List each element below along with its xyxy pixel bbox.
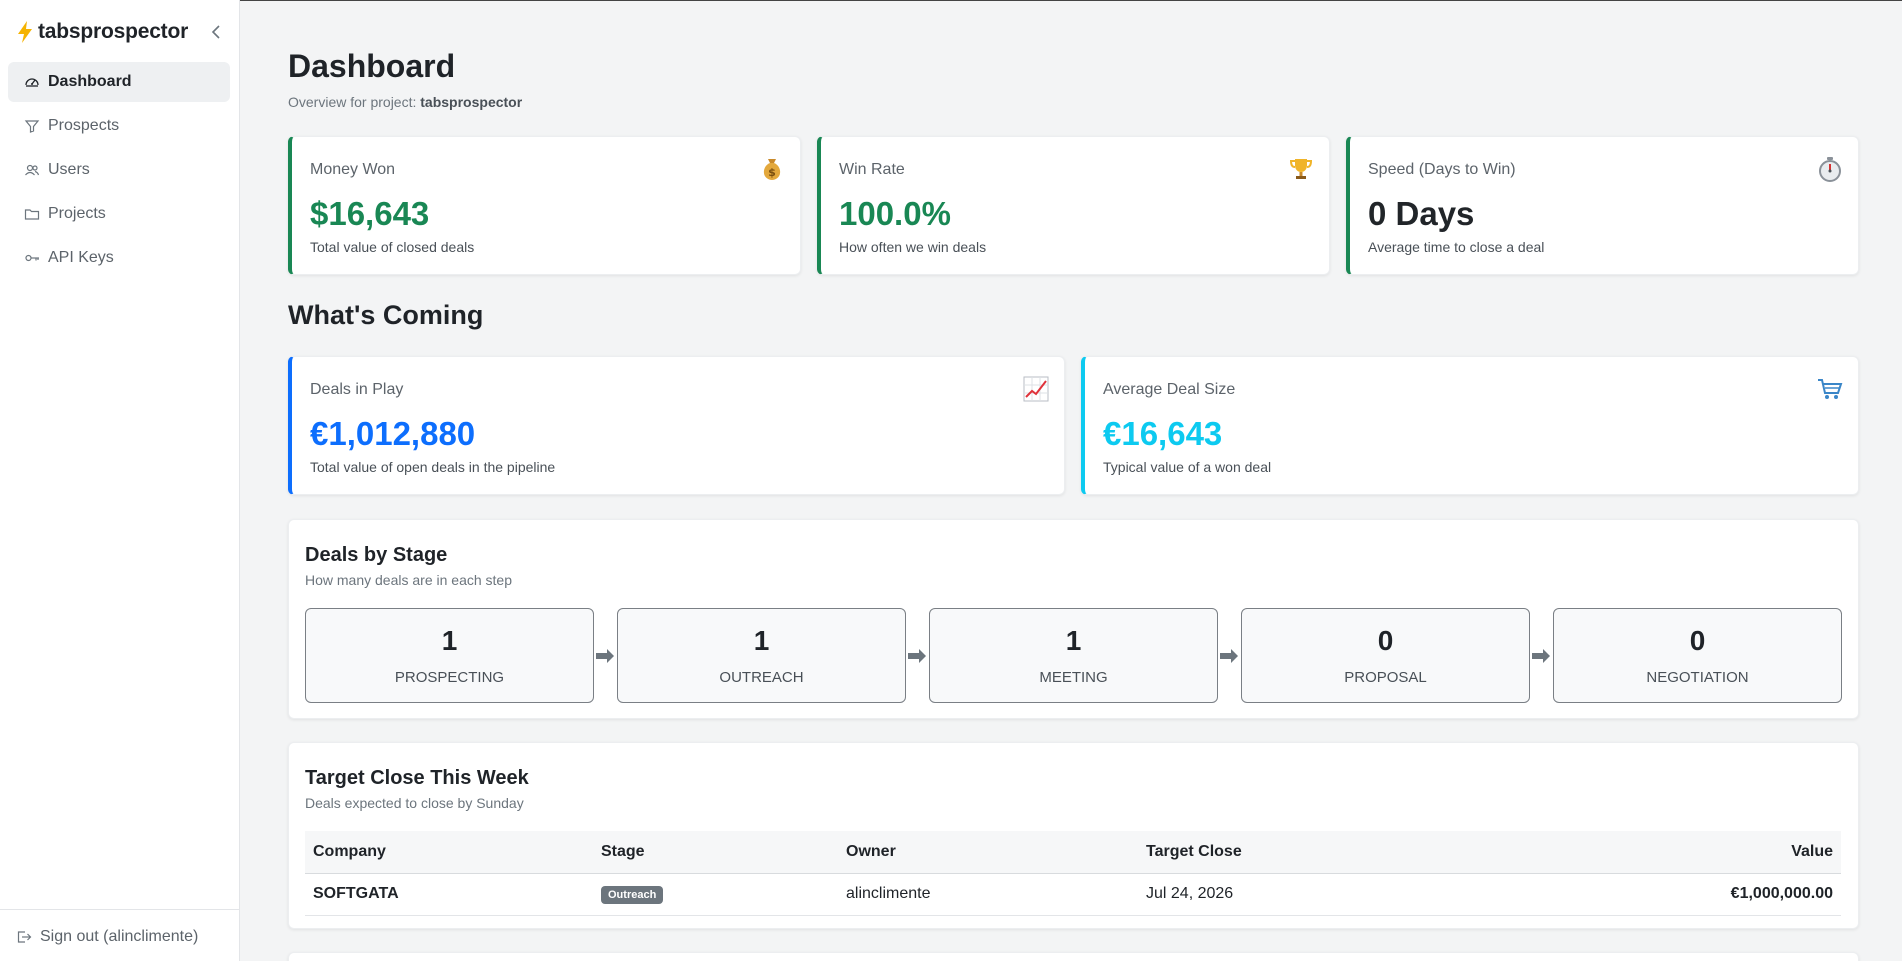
stage-name: NEGOTIATION (1646, 669, 1749, 686)
cell-value: €1,000,000.00 (1438, 873, 1841, 916)
deals-by-stage-panel: Deals by Stage How many deals are in eac… (288, 519, 1859, 719)
stage-name: MEETING (1039, 669, 1108, 686)
stat-label: Money Won (310, 161, 396, 178)
project-name: tabsprospector (420, 94, 523, 110)
stat-description: Total value of open deals in the pipelin… (310, 459, 556, 475)
sidebar-item-label: Users (48, 161, 90, 178)
arrow-right-icon (596, 649, 614, 663)
cell-owner: alinclimente (838, 873, 1138, 916)
stat-description: Average time to close a deal (1368, 239, 1545, 255)
stat-label: Speed (Days to Win) (1368, 161, 1516, 178)
cell-target-close: Jul 24, 2026 (1138, 873, 1438, 916)
chevron-left-icon (211, 25, 220, 39)
gauge-icon (25, 78, 39, 87)
stat-description: Total value of closed deals (310, 239, 475, 255)
stat-value: €16,643 (1103, 415, 1223, 452)
stage-proposal[interactable]: 0 PROPOSAL (1241, 608, 1530, 703)
stopwatch-icon (1819, 157, 1841, 182)
stage-count: 1 (753, 625, 770, 656)
target-close-panel: Target Close This Week Deals expected to… (288, 742, 1859, 929)
panel-title: Target Close This Week (305, 767, 529, 789)
stage-badge: Outreach (601, 885, 664, 904)
users-icon (25, 164, 40, 176)
sidebar-item-label: Dashboard (48, 73, 132, 90)
sign-out-label: Sign out (alinclimente) (40, 928, 199, 945)
arrow-right-icon (1220, 649, 1238, 663)
panel-subtitle: Deals expected to close by Sunday (305, 795, 524, 811)
stage-count: 0 (1689, 625, 1706, 656)
sidebar-item-label: Projects (48, 205, 106, 222)
svg-text:$: $ (768, 166, 776, 179)
chart-up-icon (1023, 376, 1049, 402)
sidebar-item-api-keys[interactable]: API Keys (8, 238, 230, 278)
sidebar-item-label: API Keys (48, 249, 114, 266)
brand-name: tabsprospector (38, 20, 189, 43)
stage-count: 1 (441, 625, 458, 656)
money-won-card: Money Won $16,643 Total value of closed … (288, 136, 801, 275)
stat-label: Average Deal Size (1103, 381, 1236, 398)
sidebar-item-users[interactable]: Users (8, 150, 230, 190)
stat-value: 0 Days (1368, 195, 1475, 232)
stage-name: PROPOSAL (1344, 669, 1427, 686)
arrow-right-icon (908, 649, 926, 663)
whats-coming-title: What's Coming (288, 300, 484, 330)
money-bag-icon: $ (763, 159, 781, 180)
sidebar-nav: Dashboard Prospects Users Projects (8, 62, 230, 282)
sidebar-item-label: Prospects (48, 117, 120, 134)
stage-name: PROSPECTING (394, 669, 505, 686)
sign-out-icon (17, 931, 32, 943)
stage-name: OUTREACH (719, 669, 804, 686)
sidebar-item-dashboard[interactable]: Dashboard (8, 62, 230, 102)
sidebar-item-prospects[interactable]: Prospects (8, 106, 230, 146)
panel-subtitle: How many deals are in each step (305, 572, 512, 588)
stat-value: €1,012,880 (310, 415, 476, 452)
sidebar-item-projects[interactable]: Projects (8, 194, 230, 234)
page-title: Dashboard (288, 48, 456, 84)
sidebar-footer: Sign out (alinclimente) (0, 909, 240, 961)
average-deal-size-card: Average Deal Size €16,643 Typical value … (1081, 356, 1859, 495)
filter-icon (24, 120, 40, 133)
win-rate-card: Win Rate 100.0% How often we win deals (817, 136, 1330, 275)
stage-meeting[interactable]: 1 MEETING (929, 608, 1218, 703)
arrow-right-icon (1532, 649, 1550, 663)
sidebar: tabsprospector Dashboard Prospects (0, 0, 240, 961)
sign-out-button[interactable]: Sign out (alinclimente) (16, 928, 198, 946)
stat-label: Deals in Play (310, 381, 404, 398)
stat-value: $16,643 (310, 195, 430, 232)
column-header-target-close: Target Close (1138, 831, 1438, 874)
cart-icon (1818, 379, 1843, 399)
collapse-sidebar-button[interactable] (206, 22, 226, 42)
column-header-value: Value (1438, 831, 1841, 874)
stage-outreach[interactable]: 1 OUTREACH (617, 608, 906, 703)
column-header-stage: Stage (593, 831, 838, 874)
brand[interactable]: tabsprospector (16, 18, 226, 46)
cell-company: SOFTGATA (305, 873, 593, 916)
stat-label: Win Rate (839, 161, 905, 178)
next-panel (288, 952, 1859, 961)
column-header-company: Company (305, 831, 593, 874)
stage-count: 1 (1065, 625, 1082, 656)
folder-icon (24, 209, 40, 220)
key-icon (25, 254, 39, 262)
stage-prospecting[interactable]: 1 PROSPECTING (305, 608, 594, 703)
speed-card: Speed (Days to Win) 0 Days Average time … (1346, 136, 1859, 275)
page-subtitle: Overview for project: tabsprospector (288, 94, 522, 110)
trophy-icon (1289, 159, 1313, 179)
stat-description: How often we win deals (839, 239, 987, 255)
deals-in-play-card: Deals in Play €1,012,880 Total value of … (288, 356, 1065, 495)
stat-value: 100.0% (839, 195, 951, 232)
panel-title: Deals by Stage (305, 544, 448, 566)
column-header-owner: Owner (838, 831, 1138, 874)
window-top-border (0, 0, 1902, 1)
target-close-table: Company Stage Owner Target Close Value S… (305, 831, 1841, 916)
cell-stage: Outreach (593, 873, 838, 916)
lightning-icon (18, 21, 32, 43)
stat-description: Typical value of a won deal (1103, 459, 1272, 475)
table-row[interactable]: SOFTGATA Outreach alinclimente Jul 24, 2… (305, 873, 1841, 916)
stage-count: 0 (1377, 625, 1394, 656)
table-header-row: Company Stage Owner Target Close Value (305, 831, 1841, 874)
page-subtitle-prefix: Overview for project: (288, 94, 421, 110)
stage-negotiation[interactable]: 0 NEGOTIATION (1553, 608, 1842, 703)
